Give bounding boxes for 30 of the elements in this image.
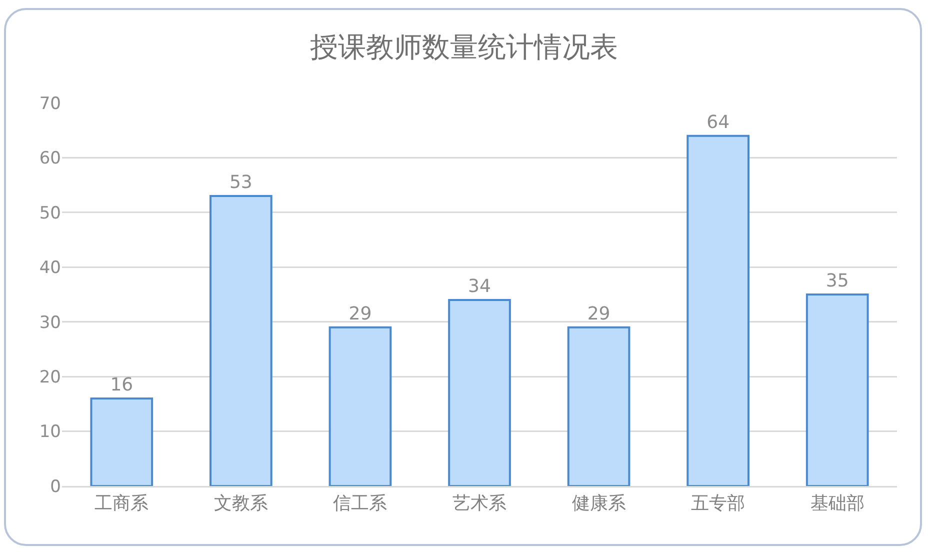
data-label: 29: [348, 303, 372, 324]
x-tick-label: 基础部: [810, 493, 864, 514]
x-tick-label: 工商系: [94, 493, 149, 514]
y-tick-label: 60: [39, 148, 61, 169]
y-tick-label: 10: [39, 422, 61, 442]
data-label: 29: [587, 303, 610, 324]
data-label: 34: [468, 276, 491, 297]
y-tick-label: 70: [39, 94, 61, 114]
bar: [328, 326, 392, 486]
y-tick-label: 40: [39, 258, 61, 278]
y-tick-label: 20: [39, 368, 61, 388]
bar: [448, 298, 511, 486]
data-label: 16: [110, 374, 134, 396]
bar: [567, 326, 630, 486]
x-tick-label: 艺术系: [452, 493, 506, 514]
chart-title: 授课教师数量统计情况表: [310, 30, 618, 64]
bar: [686, 134, 750, 486]
y-tick-label: 50: [39, 203, 61, 224]
y-tick-label: 30: [39, 312, 61, 333]
x-tick-label: 健康系: [572, 493, 626, 514]
data-label: 35: [826, 270, 849, 292]
data-label: 64: [706, 112, 730, 133]
bar: [210, 195, 272, 486]
data-label: 53: [229, 172, 252, 194]
x-tick-label: 信工系: [333, 493, 388, 514]
bar: [90, 397, 154, 486]
y-tick-label: 0: [50, 476, 61, 497]
bar: [806, 294, 869, 486]
x-tick-label: 文教系: [214, 493, 268, 514]
x-tick-label: 五专部: [691, 493, 746, 514]
